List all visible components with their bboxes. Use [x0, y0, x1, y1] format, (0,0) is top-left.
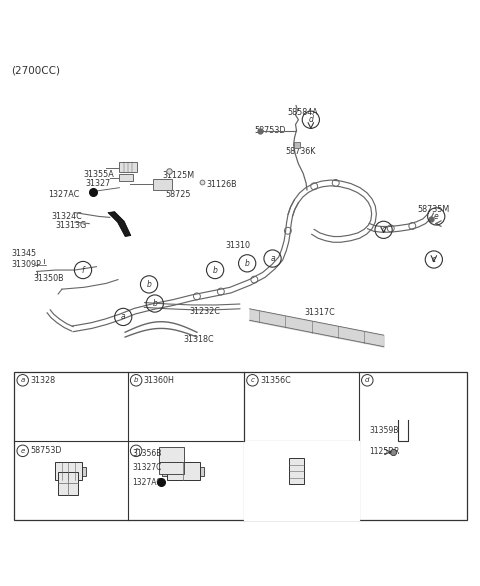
Text: 31125M: 31125M: [162, 171, 194, 180]
Text: 31327: 31327: [86, 179, 111, 188]
Text: 58735M: 58735M: [417, 205, 449, 214]
Text: 58753D: 58753D: [254, 126, 286, 135]
Text: a: a: [270, 254, 275, 263]
FancyBboxPatch shape: [158, 447, 183, 462]
Text: 31310: 31310: [226, 241, 251, 250]
Text: b: b: [152, 299, 157, 308]
FancyBboxPatch shape: [14, 372, 468, 520]
Text: 31328: 31328: [30, 376, 56, 385]
Text: b: b: [146, 280, 152, 289]
Text: b: b: [245, 259, 250, 268]
Text: 1327AC: 1327AC: [48, 190, 80, 199]
Text: 31360H: 31360H: [144, 376, 175, 385]
Text: d: d: [308, 115, 313, 124]
Text: 1327AC: 1327AC: [132, 478, 162, 486]
FancyBboxPatch shape: [55, 462, 82, 481]
FancyBboxPatch shape: [158, 462, 183, 475]
FancyBboxPatch shape: [120, 162, 137, 172]
FancyBboxPatch shape: [59, 472, 78, 495]
Text: 31324C: 31324C: [51, 212, 82, 221]
Text: 58736K: 58736K: [285, 147, 315, 156]
Text: 31356C: 31356C: [260, 376, 291, 385]
Text: c: c: [382, 226, 386, 234]
Text: f: f: [135, 448, 137, 454]
Text: 31126B: 31126B: [206, 180, 237, 189]
Text: e: e: [21, 448, 25, 454]
Text: 31317C: 31317C: [305, 308, 336, 316]
Text: b: b: [134, 377, 138, 383]
Text: a: a: [21, 377, 25, 383]
Text: 31355A: 31355A: [83, 170, 114, 179]
Text: 58584A: 58584A: [287, 108, 318, 117]
Text: 31318C: 31318C: [183, 335, 214, 345]
Text: a: a: [121, 312, 126, 322]
FancyBboxPatch shape: [200, 466, 204, 476]
Text: 31232C: 31232C: [190, 306, 221, 316]
Polygon shape: [108, 212, 131, 237]
Text: c: c: [251, 377, 254, 383]
Text: 1125DR: 1125DR: [369, 447, 399, 456]
Text: c: c: [432, 255, 436, 264]
FancyBboxPatch shape: [289, 458, 304, 485]
Text: f: f: [82, 265, 84, 274]
Text: 31359B: 31359B: [369, 427, 398, 435]
Text: 58753D: 58753D: [30, 447, 62, 455]
Text: 31327C: 31327C: [132, 463, 162, 472]
FancyBboxPatch shape: [153, 179, 172, 190]
FancyBboxPatch shape: [120, 174, 133, 182]
Text: e: e: [434, 212, 439, 221]
FancyBboxPatch shape: [82, 466, 86, 476]
Text: d: d: [365, 377, 370, 383]
Text: 31356B: 31356B: [132, 449, 162, 458]
Text: 31350B: 31350B: [33, 274, 64, 283]
Text: 31345: 31345: [11, 249, 36, 258]
Text: b: b: [213, 265, 217, 274]
Text: (2700CC): (2700CC): [11, 66, 60, 76]
FancyBboxPatch shape: [167, 462, 200, 481]
Text: 31313G: 31313G: [56, 222, 87, 230]
Text: 58725: 58725: [166, 190, 192, 199]
FancyBboxPatch shape: [162, 466, 167, 476]
Text: 31309P: 31309P: [11, 260, 41, 269]
